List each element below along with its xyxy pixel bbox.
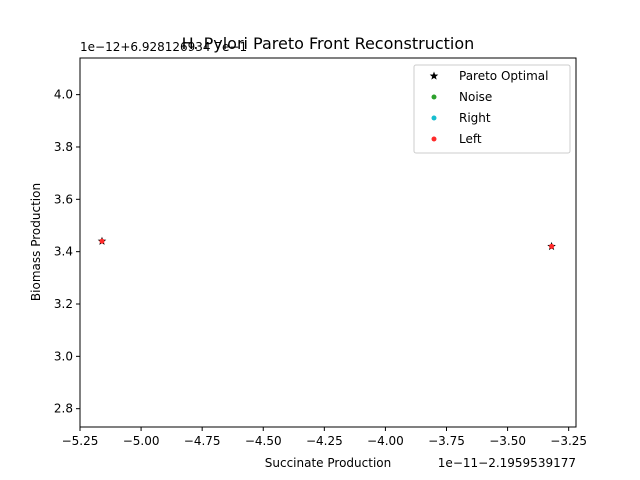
x-tick-label: −4.75 [184, 434, 221, 448]
y-axis-ticks: 2.8 3.0 3.2 3.4 3.6 3.8 4.0 [54, 88, 80, 416]
legend-marker [431, 136, 437, 142]
x-tick-label: −3.25 [550, 434, 587, 448]
legend-marker [429, 71, 439, 80]
data-points [97, 236, 556, 251]
y-tick-label: 2.8 [54, 402, 73, 416]
y-tick-label: 3.0 [54, 349, 73, 363]
x-tick-label: −5.00 [123, 434, 160, 448]
x-offset-label: 1e−11−2.1959539177 [438, 456, 576, 470]
x-tick-label: −4.50 [245, 434, 282, 448]
x-axis-ticks: −5.25 −5.00 −4.75 −4.50 −4.25 −4.00 −3.75 −3.50… [62, 427, 587, 448]
legend-label: Noise [459, 90, 492, 104]
y-tick-label: 3.8 [54, 140, 73, 154]
chart-title: H. Pylori Pareto Front Reconstruction [182, 34, 475, 53]
legend-marker [431, 115, 437, 121]
x-tick-label: −4.00 [367, 434, 404, 448]
plot-area [79, 57, 577, 428]
legend-label: Left [459, 132, 482, 146]
y-tick-label: 4.0 [54, 88, 73, 102]
point-left [549, 243, 555, 249]
axes-frame [79, 57, 577, 428]
x-tick-label: −3.75 [428, 434, 465, 448]
point-left [99, 238, 105, 244]
y-offset-label: 1e−12+6.928126934 7e−1 [80, 40, 247, 54]
y-tick-label: 3.4 [54, 245, 73, 259]
legend: Pareto Optimal Noise Right Left [413, 64, 571, 154]
x-axis-label: Succinate Production [265, 456, 391, 470]
x-tick-label: −4.25 [306, 434, 343, 448]
y-tick-label: 3.6 [54, 192, 73, 206]
legend-label: Pareto Optimal [459, 69, 548, 83]
y-tick-label: 3.2 [54, 297, 73, 311]
x-tick-label: −3.50 [489, 434, 526, 448]
legend-marker [431, 94, 437, 100]
legend-label: Right [459, 111, 491, 125]
x-tick-label: −5.25 [62, 434, 99, 448]
y-axis-label: Biomass Production [29, 183, 43, 301]
legend-box [413, 64, 571, 154]
